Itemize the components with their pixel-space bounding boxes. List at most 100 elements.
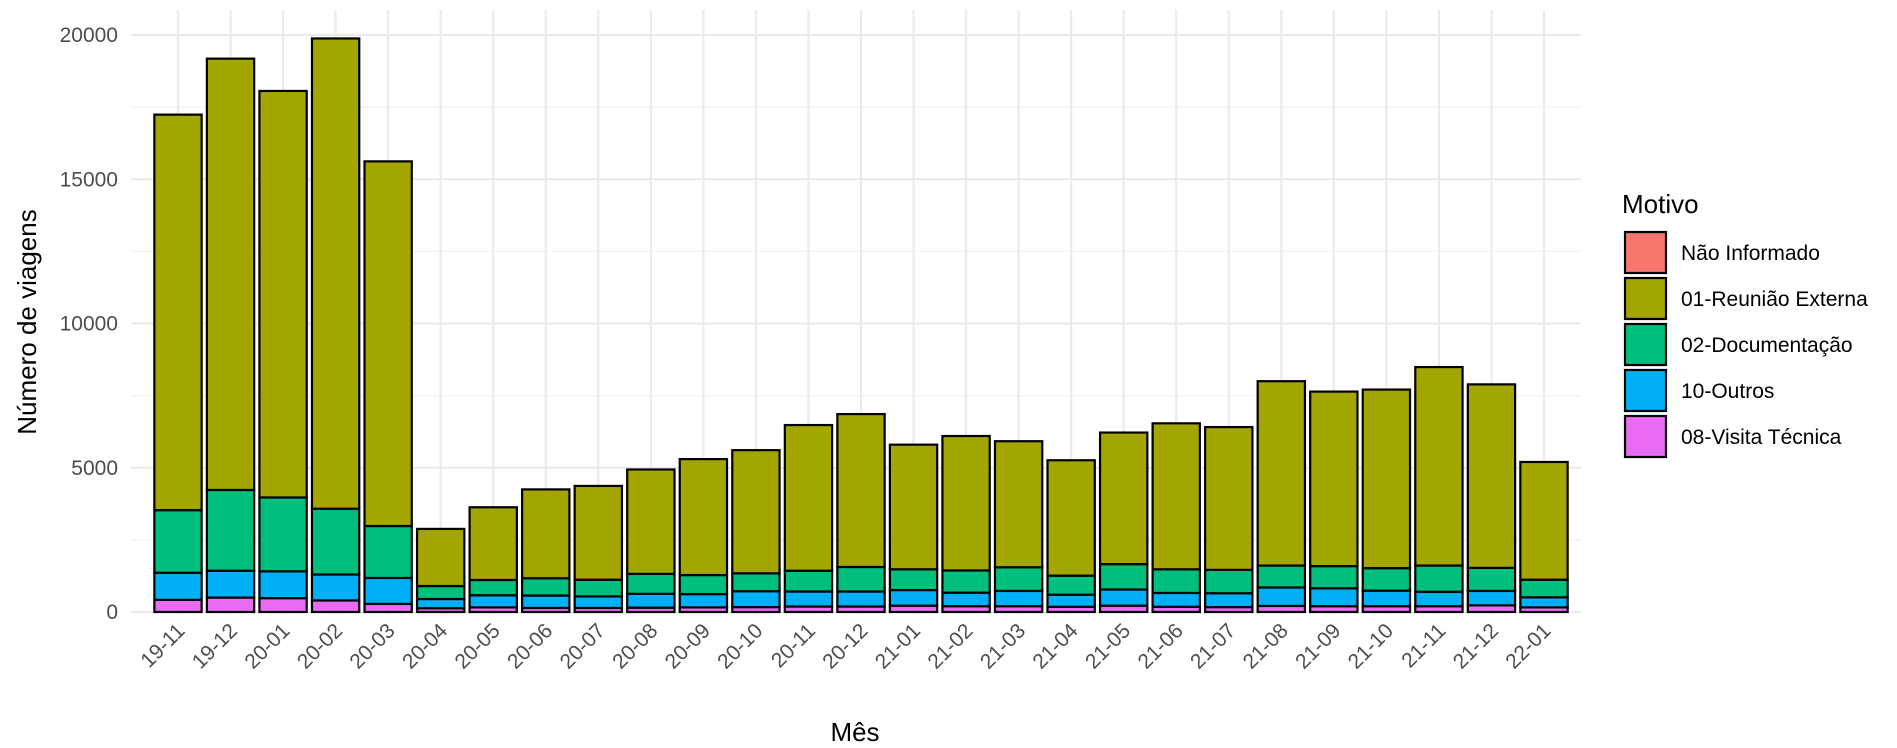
bar-segment bbox=[1309, 565, 1359, 590]
legend-label: 08-Visita Técnica bbox=[1681, 426, 1842, 449]
x-tick-labels: 19-1119-1220-0120-0220-0320-0420-0520-06… bbox=[136, 619, 1555, 673]
legend-swatch bbox=[1623, 230, 1668, 275]
bar-segment bbox=[205, 596, 256, 614]
bar-stack-21-08 bbox=[1256, 380, 1307, 614]
bar-segment bbox=[468, 594, 518, 609]
bar-segment bbox=[783, 569, 834, 593]
x-tick-label: 20-03 bbox=[345, 619, 399, 673]
x-tick-label: 21-01 bbox=[871, 619, 925, 673]
bar-segment bbox=[573, 578, 624, 598]
legend-item: Não Informado bbox=[1623, 230, 1820, 275]
x-tick-label: 21-07 bbox=[1186, 619, 1240, 673]
x-tick-label: 20-10 bbox=[713, 619, 767, 673]
bar-stack-21-01 bbox=[888, 443, 939, 614]
bar-segment bbox=[205, 57, 256, 492]
bar-stack-20-09 bbox=[678, 457, 729, 614]
x-tick-label: 19-11 bbox=[136, 619, 189, 672]
legend-swatch bbox=[1623, 322, 1668, 367]
bar-segment bbox=[1204, 568, 1254, 595]
legend-item: 01-Reunião Externa bbox=[1623, 276, 1868, 321]
bar-segment bbox=[1151, 591, 1201, 608]
bar-segment bbox=[678, 573, 729, 596]
bar-segment bbox=[1256, 380, 1307, 567]
bar-segment bbox=[1466, 589, 1517, 607]
bar-stack-21-11 bbox=[1414, 365, 1464, 614]
bar-segment bbox=[888, 568, 939, 592]
bar-segment bbox=[153, 509, 203, 574]
y-tick-label: 0 bbox=[106, 601, 118, 624]
bar-segment bbox=[1151, 422, 1201, 571]
bar-segment bbox=[363, 576, 413, 606]
bar-segment bbox=[468, 578, 518, 597]
bar-segment bbox=[415, 584, 466, 601]
x-tick-label: 20-09 bbox=[661, 619, 715, 673]
bar-segment bbox=[310, 599, 361, 614]
legend-item: 08-Visita Técnica bbox=[1623, 414, 1842, 459]
bar-stack-19-11 bbox=[153, 113, 203, 614]
bar-segment bbox=[205, 488, 256, 572]
x-tick-label: 21-10 bbox=[1344, 619, 1398, 673]
bar-segment bbox=[153, 571, 203, 601]
bar-segment bbox=[153, 113, 203, 512]
bar-segment bbox=[521, 488, 571, 580]
x-tick-label: 21-03 bbox=[976, 619, 1030, 673]
bar-segment bbox=[941, 434, 991, 572]
bar-segment bbox=[258, 597, 308, 614]
bar-segment bbox=[1361, 567, 1412, 592]
bar-segment bbox=[1098, 588, 1149, 607]
bar-stack-20-10 bbox=[731, 449, 781, 614]
x-tick-label: 21-05 bbox=[1081, 619, 1135, 673]
x-tick-label: 20-01 bbox=[240, 619, 294, 673]
bar-segment bbox=[1414, 590, 1464, 608]
x-tick-label: 20-02 bbox=[293, 619, 347, 673]
legend-label: 02-Documentação bbox=[1681, 334, 1853, 357]
bar-segment bbox=[1151, 568, 1201, 595]
bar-segment bbox=[888, 443, 939, 571]
bar-segment bbox=[1466, 383, 1517, 569]
bar-segment bbox=[521, 577, 571, 597]
bar-segment bbox=[310, 573, 361, 602]
legend-item: 02-Documentação bbox=[1623, 322, 1853, 367]
legend-label: Não Informado bbox=[1681, 242, 1820, 265]
x-tick-label: 21-08 bbox=[1239, 619, 1293, 673]
bar-segment bbox=[941, 591, 991, 608]
bar-segment bbox=[153, 598, 203, 614]
bar-segment bbox=[1309, 390, 1359, 568]
bar-segment bbox=[1414, 564, 1464, 593]
bar-segment bbox=[993, 566, 1044, 593]
bar-stack-20-08 bbox=[626, 468, 676, 614]
bar-stack-20-12 bbox=[836, 412, 886, 614]
bar-segment bbox=[1204, 425, 1254, 571]
y-tick-label: 20000 bbox=[60, 24, 118, 47]
x-tick-label: 20-11 bbox=[767, 619, 820, 672]
bar-segment bbox=[1519, 460, 1569, 581]
bar-stack-20-03 bbox=[363, 160, 413, 614]
bar-stack-21-05 bbox=[1098, 431, 1149, 614]
legend: Motivo Não Informado 01-Reunião Externa 02… bbox=[1622, 189, 1868, 459]
bar-segment bbox=[1519, 596, 1569, 609]
bar-segment bbox=[783, 423, 834, 572]
x-tick-label: 21-06 bbox=[1134, 619, 1188, 673]
bar-segment bbox=[468, 506, 518, 582]
bar-stack-20-04 bbox=[415, 527, 466, 614]
bar-segment bbox=[415, 527, 466, 588]
y-tick-labels: 0 5000 10000 15000 20000 bbox=[60, 24, 118, 624]
bar-stack-20-05 bbox=[468, 506, 518, 614]
x-tick-label: 21-04 bbox=[1028, 619, 1082, 673]
bar-segment bbox=[836, 590, 886, 608]
bar-segment bbox=[1046, 459, 1096, 577]
bar-segment bbox=[205, 569, 256, 599]
bar-segment bbox=[678, 457, 729, 577]
x-tick-label: 20-05 bbox=[451, 619, 505, 673]
x-tick-label: 21-09 bbox=[1291, 619, 1345, 673]
bar-segment bbox=[363, 160, 413, 528]
legend-swatch bbox=[1623, 414, 1668, 459]
bar-segment bbox=[1414, 365, 1464, 567]
x-tick-label: 21-02 bbox=[923, 619, 977, 673]
bar-segment bbox=[573, 484, 624, 581]
bar-segment bbox=[993, 589, 1044, 608]
y-tick-label: 5000 bbox=[71, 457, 118, 480]
bar-stack-21-07 bbox=[1204, 425, 1254, 614]
